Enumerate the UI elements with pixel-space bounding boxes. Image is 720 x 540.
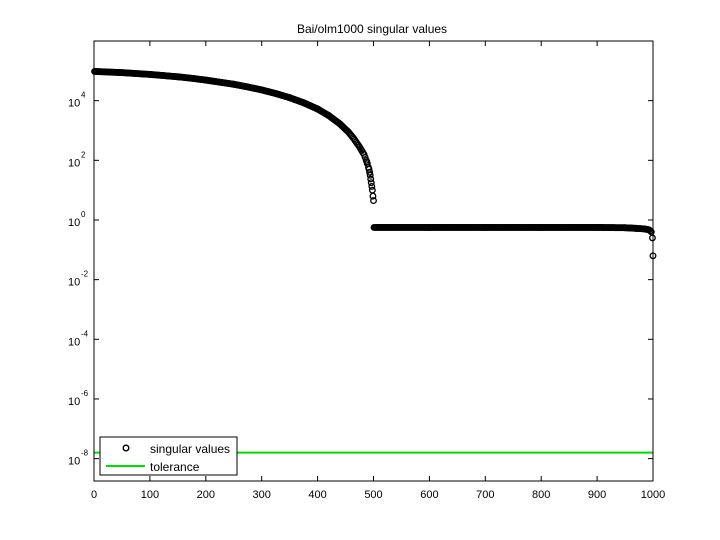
y-tick-exponent: -4 (81, 329, 89, 338)
x-tick-label: 1000 (641, 489, 665, 501)
singular-values-series (91, 67, 657, 260)
x-tick-label: 0 (91, 489, 97, 501)
x-tick-label: 600 (420, 489, 438, 501)
y-tick-label: 10 (68, 98, 80, 110)
legend-label-tolerance: tolerance (150, 460, 200, 474)
x-tick-label: 300 (253, 489, 271, 501)
y-tick-label: 10 (68, 217, 80, 229)
data-point (366, 168, 374, 176)
legend: singular values tolerance (99, 436, 238, 476)
data-point (648, 234, 656, 242)
x-tick-label: 500 (364, 489, 382, 501)
chart-title: Bai/olm1000 singular values (297, 22, 447, 36)
legend-label-singular-values: singular values (150, 442, 230, 456)
data-point (367, 175, 375, 183)
x-tick-label: 800 (532, 489, 550, 501)
y-tick-exponent: 4 (81, 91, 86, 100)
y-tick-exponent: -8 (81, 449, 89, 458)
legend-marker-icon (122, 444, 130, 452)
y-tick-label: 10 (68, 277, 80, 289)
y-tick-exponent: -2 (81, 270, 89, 279)
y-tick-label: 10 (68, 336, 80, 348)
y-tick-exponent: 0 (81, 210, 86, 219)
y-tick-label: 10 (68, 157, 80, 169)
x-tick-label: 200 (197, 489, 215, 501)
data-point (368, 182, 376, 190)
legend-box (99, 436, 238, 476)
y-tick-exponent: -6 (81, 389, 89, 398)
x-tick-label: 700 (476, 489, 494, 501)
x-tick-label: 900 (588, 489, 606, 501)
x-tick-label: 400 (308, 489, 326, 501)
axes-frame (93, 40, 654, 482)
data-point (367, 179, 375, 187)
y-tick-exponent: 2 (81, 150, 86, 159)
x-tick-label: 100 (141, 489, 159, 501)
axis-ticks (93, 41, 654, 481)
data-point (366, 171, 374, 179)
data-point (368, 186, 376, 194)
data-point (370, 197, 377, 205)
y-tick-label: 10 (68, 396, 80, 408)
x-tick-labels: 0 100 200 300 400 500 600 700 800 900 1000 (91, 489, 665, 501)
data-point (369, 192, 377, 200)
y-tick-label: 10 (68, 456, 80, 468)
